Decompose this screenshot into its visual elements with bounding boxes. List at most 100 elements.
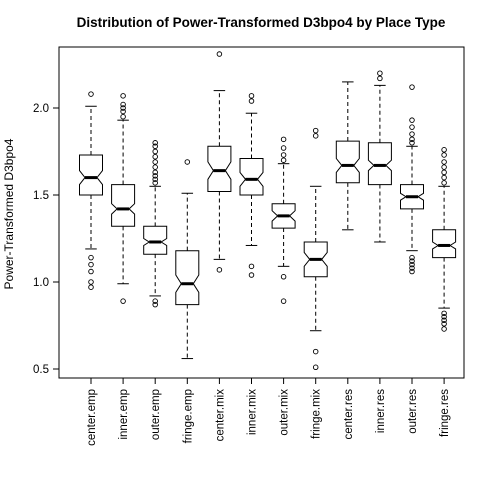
outlier-point	[409, 131, 415, 137]
box-inner.res	[367, 70, 392, 243]
outlier-point	[120, 105, 126, 111]
outlier-point	[152, 180, 158, 186]
outlier-point	[441, 326, 447, 332]
outlier-point	[409, 136, 415, 143]
boxes-group	[79, 51, 457, 371]
x-tick-label: center.res	[343, 389, 355, 440]
x-tick-label: inner.emp	[118, 389, 130, 440]
outlier-point	[120, 113, 126, 120]
box-fringe.emp	[175, 159, 200, 360]
outlier-point	[280, 145, 287, 151]
x-tick-label: fringe.mix	[311, 389, 323, 439]
box-body	[432, 229, 457, 259]
box-outer.mix	[271, 136, 296, 304]
outlier-point	[409, 140, 415, 146]
outlier-point	[152, 173, 158, 179]
outlier-point	[441, 159, 447, 165]
outlier-point	[88, 268, 94, 275]
outlier-point	[280, 136, 287, 143]
outlier-point	[248, 93, 255, 99]
outlier-point	[152, 164, 158, 170]
y-tick-label: 1.5	[33, 190, 49, 202]
box-body	[143, 225, 168, 255]
outlier-point	[248, 272, 255, 278]
outlier-point	[312, 364, 319, 371]
box-body	[111, 184, 136, 227]
x-tick-label: outer.mix	[279, 389, 291, 436]
outlier-point	[280, 298, 287, 304]
box-body	[79, 154, 103, 196]
outlier-point	[88, 91, 94, 97]
outlier-point	[441, 314, 447, 320]
outlier-point	[88, 254, 94, 261]
outlier-point	[409, 254, 415, 261]
outlier-point	[88, 284, 94, 290]
outlier-point	[152, 153, 158, 160]
outlier-point	[409, 268, 415, 275]
outlier-point	[248, 263, 255, 270]
outlier-point	[152, 169, 158, 176]
outlier-point	[152, 148, 158, 155]
outlier-point	[441, 321, 447, 327]
outlier-point	[409, 84, 415, 90]
outlier-point	[441, 310, 447, 317]
chart-title: Distribution of Power-Transformed D3bpo4…	[77, 15, 446, 30]
x-tick-label: inner.mix	[247, 389, 259, 435]
box-outer.emp	[143, 140, 168, 308]
y-tick-label: 2.0	[33, 103, 49, 115]
x-tick-label: outer.emp	[150, 389, 162, 440]
x-tick-label: fringe.res	[439, 389, 451, 437]
x-tick-label: center.mix	[214, 389, 226, 442]
outlier-point	[152, 140, 158, 146]
y-tick-label: 0.5	[33, 364, 49, 376]
box-inner.emp	[111, 93, 136, 304]
outlier-point	[409, 265, 415, 271]
outlier-point	[280, 274, 287, 280]
outlier-point	[441, 317, 447, 324]
box-body	[367, 142, 392, 186]
outlier-point	[120, 108, 126, 115]
outlier-point	[441, 147, 447, 153]
y-tick-label: 1.0	[33, 277, 49, 289]
outlier-point	[280, 152, 287, 158]
x-tick-label: inner.res	[375, 389, 387, 433]
box-center.res	[335, 81, 360, 231]
box-outer.res	[400, 84, 424, 275]
outlier-point	[409, 258, 415, 264]
outlier-point	[441, 164, 447, 170]
outlier-point	[88, 279, 94, 285]
box-inner.mix	[239, 93, 264, 278]
outlier-point	[120, 101, 126, 108]
outlier-point	[377, 75, 383, 82]
x-tick-label: center.emp	[86, 389, 98, 446]
outlier-point	[441, 180, 447, 186]
outlier-point	[248, 98, 255, 104]
outlier-point	[441, 169, 447, 176]
x-tick-labels: center.emp inner.emp outer.emp fringe.emp ce…	[86, 377, 451, 446]
outlier-point	[152, 298, 158, 304]
outlier-point	[441, 152, 447, 158]
y-axis: 0.5 1.0 1.5 2.0	[33, 103, 60, 376]
outlier-point	[120, 93, 126, 99]
outlier-point	[120, 298, 126, 304]
box-body	[335, 140, 360, 184]
outlier-point	[312, 127, 319, 134]
outlier-point	[409, 117, 415, 123]
box-fringe.res	[432, 147, 457, 332]
box-fringe.mix	[303, 127, 328, 371]
outlier-point	[312, 133, 319, 139]
y-axis-label: Power-Transformed D3bpo4	[2, 138, 16, 289]
outlier-point	[152, 176, 158, 183]
outlier-point	[312, 348, 319, 355]
outlier-point	[280, 157, 287, 163]
box-body	[207, 145, 232, 192]
outlier-point	[377, 70, 383, 76]
outlier-point	[152, 159, 158, 165]
outlier-point	[184, 159, 191, 165]
outlier-point	[409, 124, 415, 130]
outlier-point	[152, 301, 158, 308]
outlier-point	[88, 261, 94, 268]
x-tick-label: fringe.emp	[182, 389, 194, 443]
